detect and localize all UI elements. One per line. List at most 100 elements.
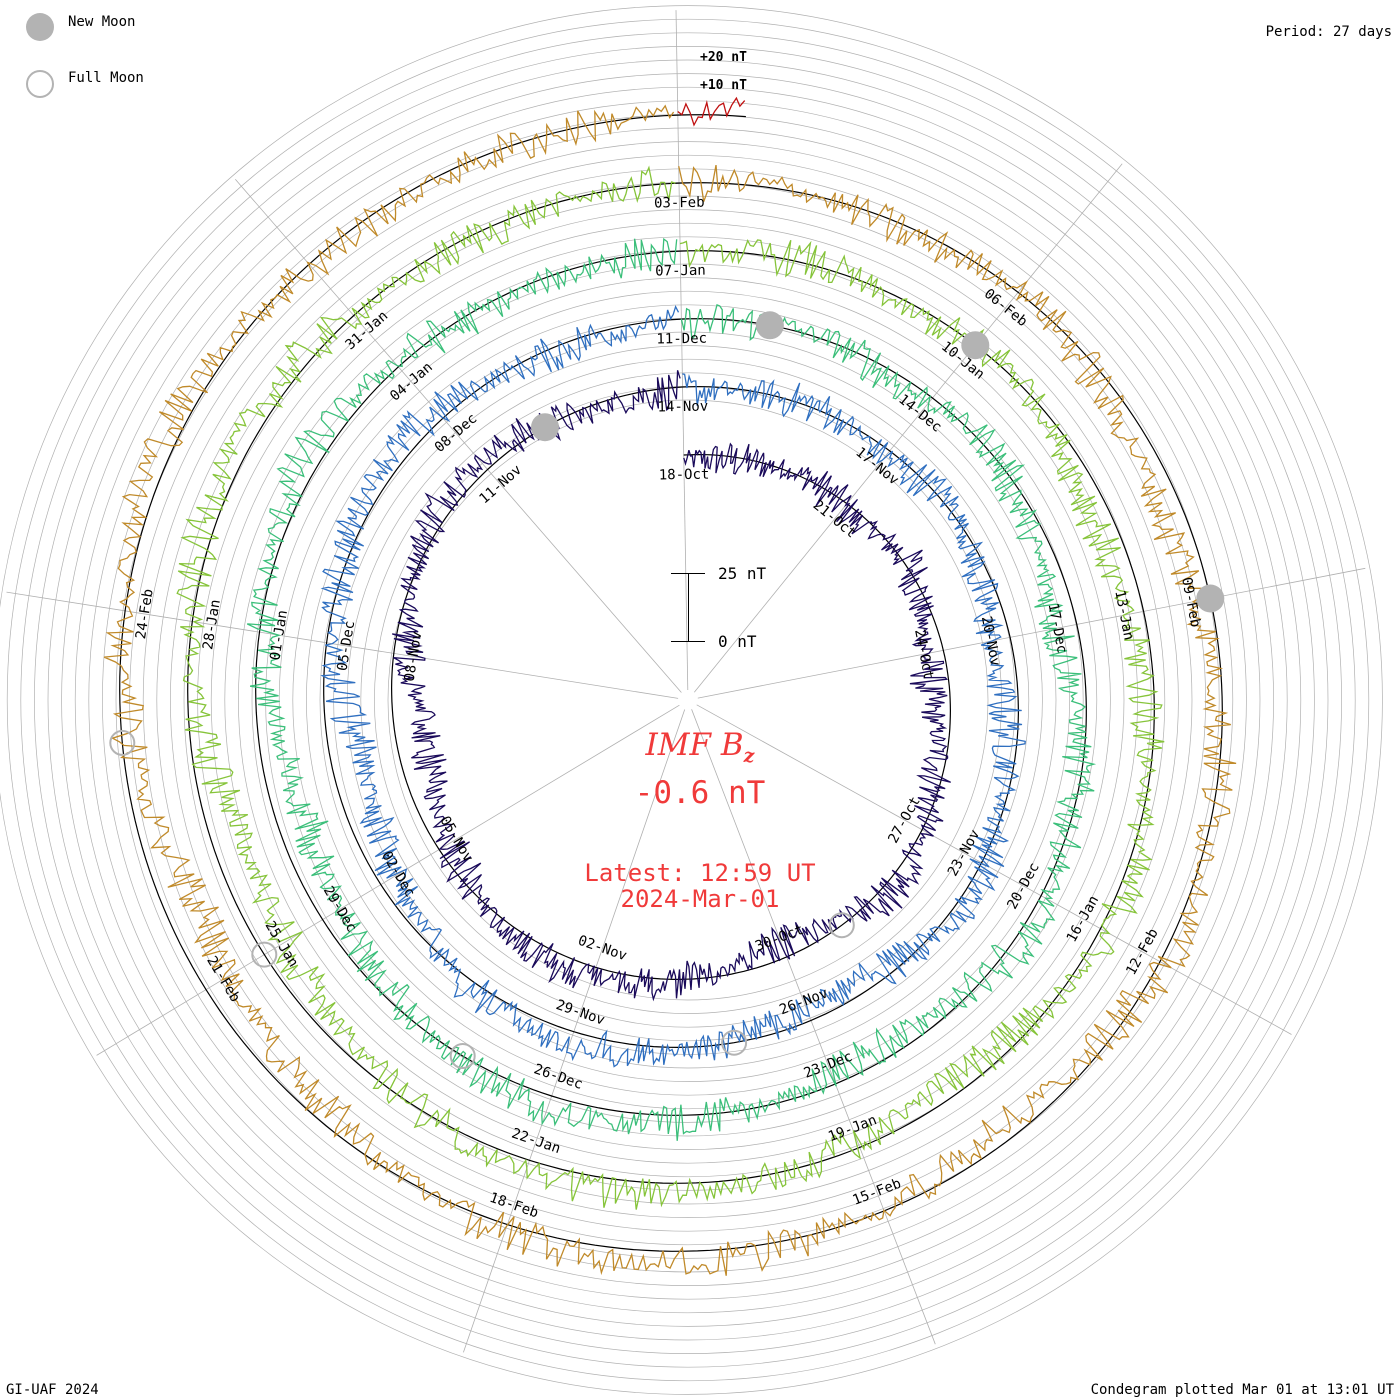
date-label: 11-Dec bbox=[656, 331, 707, 348]
grid-ring bbox=[197, 209, 1179, 1191]
date-label: 21-Feb bbox=[203, 954, 243, 1006]
date-label: 08-Nov bbox=[402, 630, 426, 682]
radial-line bbox=[696, 704, 1292, 1035]
latest-timestamp: Latest: 12:59 UT 2024-Mar-01 bbox=[500, 860, 900, 912]
grid-rings bbox=[0, 5, 1383, 1395]
latest-value: -0.6 nT bbox=[634, 775, 766, 811]
scale-label-plus20: +20 nT bbox=[700, 50, 747, 65]
grid-ring bbox=[387, 399, 989, 1001]
moon-markers bbox=[109, 311, 1225, 1069]
grid-ring bbox=[47, 59, 1329, 1341]
date-label: 01-Jan bbox=[267, 609, 291, 661]
period-label: Period: 27 days bbox=[1265, 24, 1392, 40]
new-moon-marker bbox=[531, 413, 559, 442]
series-rotation-1 bbox=[392, 370, 951, 1002]
credit-label: GI-UAF 2024 bbox=[6, 1382, 99, 1398]
date-label: 06-Feb bbox=[981, 286, 1030, 330]
date-label: 05-Dec bbox=[335, 620, 359, 672]
grid-ring bbox=[61, 73, 1315, 1327]
plotted-label: Condegram plotted Mar 01 at 13:01 UT bbox=[1090, 1382, 1394, 1398]
latest-time: Latest: 12:59 UT bbox=[584, 859, 816, 887]
grid-ring bbox=[115, 127, 1261, 1273]
grid-ring bbox=[20, 32, 1356, 1368]
radial-line bbox=[697, 567, 1366, 699]
date-label: 18-Oct bbox=[659, 467, 710, 484]
chart-title-main: IMF B bbox=[645, 727, 744, 763]
date-label: 07-Jan bbox=[655, 263, 706, 280]
chart-title: IMF Bz bbox=[500, 727, 900, 767]
series-rotation-6 bbox=[677, 96, 746, 127]
legend-full-moon: Full Moon bbox=[26, 70, 144, 98]
scale-bar-top-label: 25 nT bbox=[718, 564, 767, 583]
full-moon-marker bbox=[251, 941, 278, 968]
full-moon-marker bbox=[449, 1043, 476, 1069]
series-rotation-2 bbox=[320, 304, 1026, 1068]
date-label: 02-Nov bbox=[576, 933, 629, 965]
grid-ring bbox=[346, 358, 1030, 1042]
radial-line bbox=[691, 709, 936, 1345]
scale-tick-bottom bbox=[671, 641, 705, 642]
zero-baseline-spiral bbox=[119, 114, 1223, 1252]
date-label: 03-Feb bbox=[654, 195, 705, 212]
date-label: 13-Jan bbox=[1111, 589, 1136, 642]
date-label: 14-Nov bbox=[657, 399, 708, 416]
full-moon-marker bbox=[721, 1029, 748, 1056]
grid-ring bbox=[210, 222, 1166, 1178]
new-moon-marker bbox=[1196, 584, 1225, 613]
date-label: 30-Oct bbox=[753, 922, 806, 955]
date-label: 04-Jan bbox=[387, 359, 436, 404]
date-label: 29-Dec bbox=[320, 884, 360, 936]
grid-ring bbox=[142, 154, 1234, 1246]
grid-ring bbox=[102, 114, 1274, 1286]
radial-line bbox=[693, 163, 1123, 693]
date-label: 14-Dec bbox=[895, 391, 944, 435]
baseline-spiral bbox=[119, 114, 1223, 1252]
imf-bz-series bbox=[103, 96, 1237, 1276]
grid-ring bbox=[360, 372, 1016, 1028]
date-label: 22-Jan bbox=[509, 1126, 562, 1158]
radial-line bbox=[96, 704, 680, 1056]
date-label: 25-Jan bbox=[262, 919, 302, 971]
date-label: 11-Nov bbox=[476, 462, 525, 507]
new-moon-marker bbox=[961, 331, 990, 360]
date-label: 29-Nov bbox=[554, 997, 607, 1029]
radial-line bbox=[6, 591, 679, 699]
series-rotation-4 bbox=[176, 165, 1165, 1210]
grid-ring bbox=[88, 100, 1288, 1300]
legend-new-moon-label: New Moon bbox=[68, 14, 136, 30]
legend-new-moon: New Moon bbox=[26, 13, 135, 41]
grid-ring bbox=[251, 263, 1125, 1137]
full-moon-marker bbox=[828, 912, 855, 939]
radial-line bbox=[234, 179, 682, 693]
date-label: 24-Feb bbox=[133, 588, 157, 640]
date-label: 31-Jan bbox=[343, 308, 392, 353]
grid-ring bbox=[224, 236, 1152, 1164]
series-rotation-3 bbox=[246, 237, 1097, 1141]
latest-date: 2024-Mar-01 bbox=[620, 885, 780, 913]
scale-labels: +20 nT +10 nT bbox=[700, 50, 747, 93]
series-rotation-5 bbox=[103, 104, 1237, 1276]
date-label: 08-Dec bbox=[432, 411, 481, 456]
radial-grid-lines bbox=[6, 10, 1366, 1353]
radial-line bbox=[675, 10, 689, 691]
chart-title-subscript: z bbox=[743, 745, 755, 768]
radial-line bbox=[463, 709, 686, 1353]
grid-ring bbox=[319, 331, 1057, 1069]
date-label: 26-Dec bbox=[532, 1061, 585, 1093]
grid-ring bbox=[0, 5, 1383, 1395]
date-label: 09-Feb bbox=[1178, 576, 1203, 629]
legend-full-moon-label: Full Moon bbox=[68, 70, 144, 86]
date-label: 28-Jan bbox=[200, 598, 224, 650]
grid-ring bbox=[156, 168, 1220, 1232]
full-moon-marker bbox=[109, 729, 136, 756]
date-label: 17-Nov bbox=[852, 444, 901, 488]
grid-ring bbox=[183, 195, 1193, 1205]
new-moon-icon bbox=[26, 13, 54, 41]
scale-label-plus10: +10 nT bbox=[700, 78, 747, 93]
date-label: 20-Nov bbox=[978, 615, 1003, 668]
grid-ring bbox=[34, 46, 1342, 1354]
grid-ring bbox=[292, 304, 1084, 1096]
grid-ring bbox=[278, 290, 1098, 1110]
full-moon-icon bbox=[26, 70, 54, 98]
